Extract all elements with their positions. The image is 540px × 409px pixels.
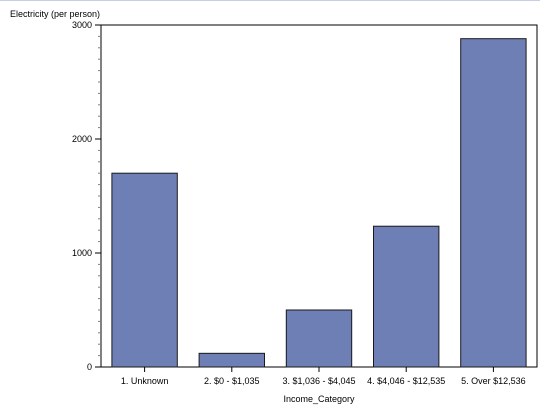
x-axis-title: Income_Category [283, 394, 355, 404]
y-axis-title: Electricity (per person) [10, 9, 100, 19]
bars [111, 38, 527, 368]
x-tick-label: 2. $0 - $1,035 [204, 376, 260, 386]
x-tick-label: 4. $4,046 - $12,535 [367, 376, 445, 386]
x-tick-label: 5. Over $12,536 [461, 376, 526, 386]
bar-2 [198, 352, 266, 368]
y-tick-label: 2000 [72, 134, 92, 144]
bar-3 [285, 309, 353, 368]
x-tick-labels: 1. Unknown 2. $0 - $1,035 3. $1,036 - $4,0… [121, 367, 526, 386]
x-tick-label: 1. Unknown [121, 376, 169, 386]
bar-1 [111, 172, 178, 368]
bar-5 [460, 38, 527, 368]
y-minor-ticks [98, 35, 101, 357]
y-tick-label: 0 [87, 362, 92, 372]
y-tick-label: 1000 [72, 248, 92, 258]
bar-4 [373, 225, 440, 368]
x-tick-label: 3. $1,036 - $4,045 [282, 376, 355, 386]
y-tick-label: 3000 [72, 20, 92, 30]
y-major-ticks: 0 1000 2000 3000 [72, 20, 101, 372]
